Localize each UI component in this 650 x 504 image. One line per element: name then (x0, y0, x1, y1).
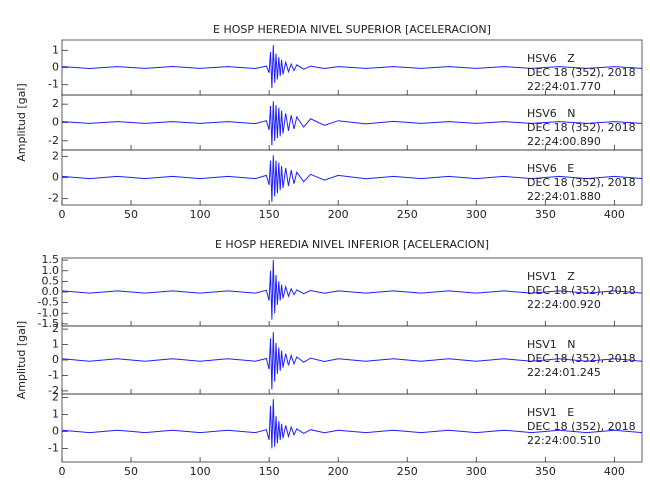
x-tick-label: 100 (190, 208, 211, 221)
y-tick-label: -1.5 (38, 317, 59, 330)
time-label: 22:24:00.920 (527, 298, 601, 311)
x-tick-label: 0 (59, 208, 66, 221)
station-label: HSV6 Z (527, 52, 575, 65)
x-tick-label: 150 (259, 208, 280, 221)
y-axis-label: Amplitud [gal] (15, 83, 28, 161)
date-label: DEC 18 (352), 2018 (527, 284, 636, 297)
y-tick-label: 0 (52, 171, 59, 184)
time-label: 22:24:01.245 (527, 366, 601, 379)
waveform (61, 332, 643, 390)
y-tick-label: -2 (48, 192, 59, 205)
station-label: HSV6 N (527, 107, 576, 120)
x-tick-label: 200 (328, 208, 349, 221)
x-tick-label: 300 (466, 465, 487, 478)
time-label: 22:24:01.880 (527, 190, 601, 203)
time-label: 22:24:00.510 (527, 434, 601, 447)
time-label: 22:24:01.770 (527, 80, 601, 93)
waveform (61, 101, 643, 146)
y-tick-label: -2 (48, 384, 59, 397)
y-tick-label: 2 (52, 97, 59, 110)
x-tick-label: 300 (466, 208, 487, 221)
y-tick-label: -1.0 (38, 306, 59, 319)
x-tick-label: 0 (59, 465, 66, 478)
x-tick-label: 100 (190, 465, 211, 478)
x-tick-label: 250 (397, 465, 418, 478)
y-tick-label: 0 (52, 353, 59, 366)
y-tick-label: 1 (52, 43, 59, 56)
y-tick-label: 2 (52, 390, 59, 403)
time-label: 22:24:00.890 (527, 135, 601, 148)
x-tick-label: 50 (124, 465, 138, 478)
waveform (61, 399, 643, 449)
y-axis-label: Amplitud [gal] (15, 321, 28, 399)
date-label: DEC 18 (352), 2018 (527, 420, 636, 433)
y-tick-label: 0 (52, 116, 59, 129)
y-tick-label: 1.0 (42, 264, 60, 277)
y-tick-label: -1 (48, 368, 59, 381)
y-tick-label: 2 (52, 322, 59, 335)
date-label: DEC 18 (352), 2018 (527, 176, 636, 189)
subplot-frame (61, 393, 643, 463)
station-label: HSV1 Z (527, 270, 575, 283)
y-tick-label: 2 (52, 149, 59, 162)
waveform (61, 155, 643, 202)
station-label: HSV1 E (527, 406, 574, 419)
date-label: DEC 18 (352), 2018 (527, 66, 636, 79)
y-tick-label: 1 (52, 407, 59, 420)
y-tick-label: -1 (48, 78, 59, 91)
y-tick-label: -0.5 (38, 296, 59, 309)
x-tick-label: 400 (604, 208, 625, 221)
x-tick-label: 250 (397, 208, 418, 221)
waveform (61, 260, 643, 320)
y-tick-label: 0 (52, 61, 59, 74)
station-label: HSV1 N (527, 338, 576, 351)
station-label: HSV6 E (527, 162, 574, 175)
x-tick-label: 150 (259, 465, 280, 478)
y-tick-label: 0 (52, 424, 59, 437)
y-tick-label: -1 (48, 441, 59, 454)
date-label: DEC 18 (352), 2018 (527, 352, 636, 365)
y-tick-label: 0.0 (42, 285, 60, 298)
y-tick-label: 1 (52, 338, 59, 351)
x-tick-label: 200 (328, 465, 349, 478)
y-tick-label: 1.5 (42, 253, 60, 266)
chart-title: E HOSP HEREDIA NIVEL SUPERIOR [ACELERACI… (213, 23, 491, 36)
date-label: DEC 18 (352), 2018 (527, 121, 636, 134)
y-tick-label: -2 (48, 134, 59, 147)
x-tick-label: 350 (535, 465, 556, 478)
waveform (61, 45, 643, 89)
x-tick-label: 50 (124, 208, 138, 221)
chart-title: E HOSP HEREDIA NIVEL INFERIOR [ACELERACI… (215, 238, 489, 251)
x-tick-label: 400 (604, 465, 625, 478)
x-tick-label: 350 (535, 208, 556, 221)
y-tick-label: 0.5 (42, 274, 60, 287)
